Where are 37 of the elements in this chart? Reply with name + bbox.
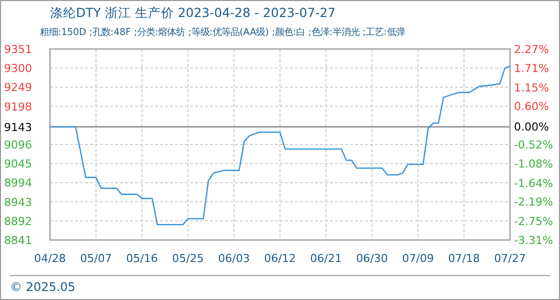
x-tick-label: 07/18 [448,252,480,265]
y2-tick-label: 1.15% [514,81,549,94]
y2-tick-label: -2.75% [514,214,553,228]
x-tick-label: 06/30 [356,252,388,265]
y2-tick-label: -1.64% [514,176,553,190]
y-tick-label: 9249 [4,81,32,94]
y-tick-label: 9045 [4,158,32,171]
x-tick-label: 05/07 [80,252,112,265]
y2-tick-label: 0.60% [514,100,549,114]
y2-tick-label: -0.52% [514,138,553,152]
y-tick-label: 9198 [4,100,32,114]
y-tick-label: 8994 [4,176,32,190]
x-tick-label: 04/28 [34,252,66,265]
chart-subtitle: 粗细:150D ;孔数:48F ;分类:熔体纺 ;等级:优等品(AA级) ;颜色:白 ;色泽:半消光 ;工艺:低弹 [40,27,405,38]
y2-tick-label: 2.27% [514,43,549,56]
y-tick-label: 8841 [4,234,32,247]
text: © 2025.05 [10,280,76,294]
x-tick-label: 06/21 [310,252,342,265]
x-tick-label: 07/09 [402,252,434,265]
y-tick-label: 9300 [4,62,32,76]
y2-tick-label: -1.08% [514,158,553,171]
x-tick-label: 06/03 [218,252,250,265]
x-tick-label: 05/25 [172,252,204,265]
line-series [49,66,511,226]
y2-tick-label: -3.31% [514,234,553,247]
y-tick-label: 8943 [4,196,32,209]
chart-title: 涤纶DTY 浙江 生产价 2023-04-28 - 2023-07-27 [50,5,336,20]
y2-tick-label: 0.00% [514,120,549,134]
x-tick-label: 05/16 [126,252,158,265]
y2-tick-label: -2.19% [514,196,553,209]
x-tick-label: 07/27 [494,252,526,265]
y2-tick-label: 1.71% [514,62,549,76]
x-tick-label: 06/12 [264,252,296,265]
y-tick-label: 9143 [4,120,32,134]
y-tick-label: 9351 [4,43,32,56]
y-tick-label: 8892 [4,214,32,228]
y-tick-label: 9096 [4,138,32,152]
